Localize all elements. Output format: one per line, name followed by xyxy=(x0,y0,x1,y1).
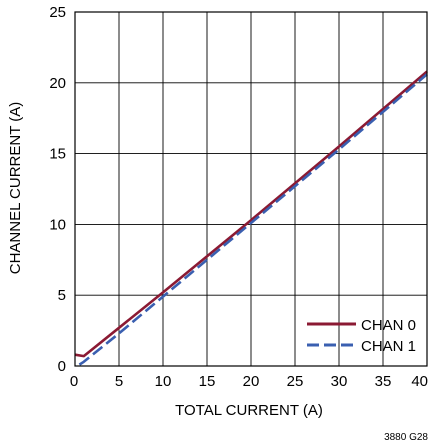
x-tick-label: 15 xyxy=(199,373,216,390)
x-tick-label: 5 xyxy=(115,373,123,390)
x-tick-label: 30 xyxy=(331,373,348,390)
y-tick-label: 25 xyxy=(49,4,66,21)
x-tick-label: 35 xyxy=(375,373,392,390)
y-tick-label: 0 xyxy=(58,358,66,375)
legend-label-chan-1: CHAN 1 xyxy=(361,338,416,355)
series-line-chan-0 xyxy=(74,70,428,358)
tick-labels: 0 5 10 15 20 25 30 35 40 0 5 10 15 20 25 xyxy=(49,4,428,390)
x-tick-label: 20 xyxy=(243,373,260,390)
legend: CHAN 0 CHAN 1 xyxy=(307,317,416,355)
legend-label-chan-0: CHAN 0 xyxy=(361,317,416,334)
y-tick-label: 20 xyxy=(49,75,66,92)
y-tick-label: 15 xyxy=(49,146,66,163)
grid xyxy=(75,12,427,366)
series-layer xyxy=(74,70,428,366)
plot-frame xyxy=(74,11,428,367)
y-tick-label: 5 xyxy=(58,287,66,304)
x-tick-label: 0 xyxy=(70,373,78,390)
x-axis-title: TOTAL CURRENT (A) xyxy=(175,402,323,419)
x-tick-label: 10 xyxy=(155,373,172,390)
y-tick-label: 10 xyxy=(49,216,66,233)
y-axis-title: CHANNEL CURRENT (A) xyxy=(7,102,24,275)
x-tick-label: 40 xyxy=(411,373,428,390)
series-line-chan-1 xyxy=(78,73,428,366)
x-tick-label: 25 xyxy=(287,373,304,390)
figure-code: 3880 G28 xyxy=(384,432,428,443)
